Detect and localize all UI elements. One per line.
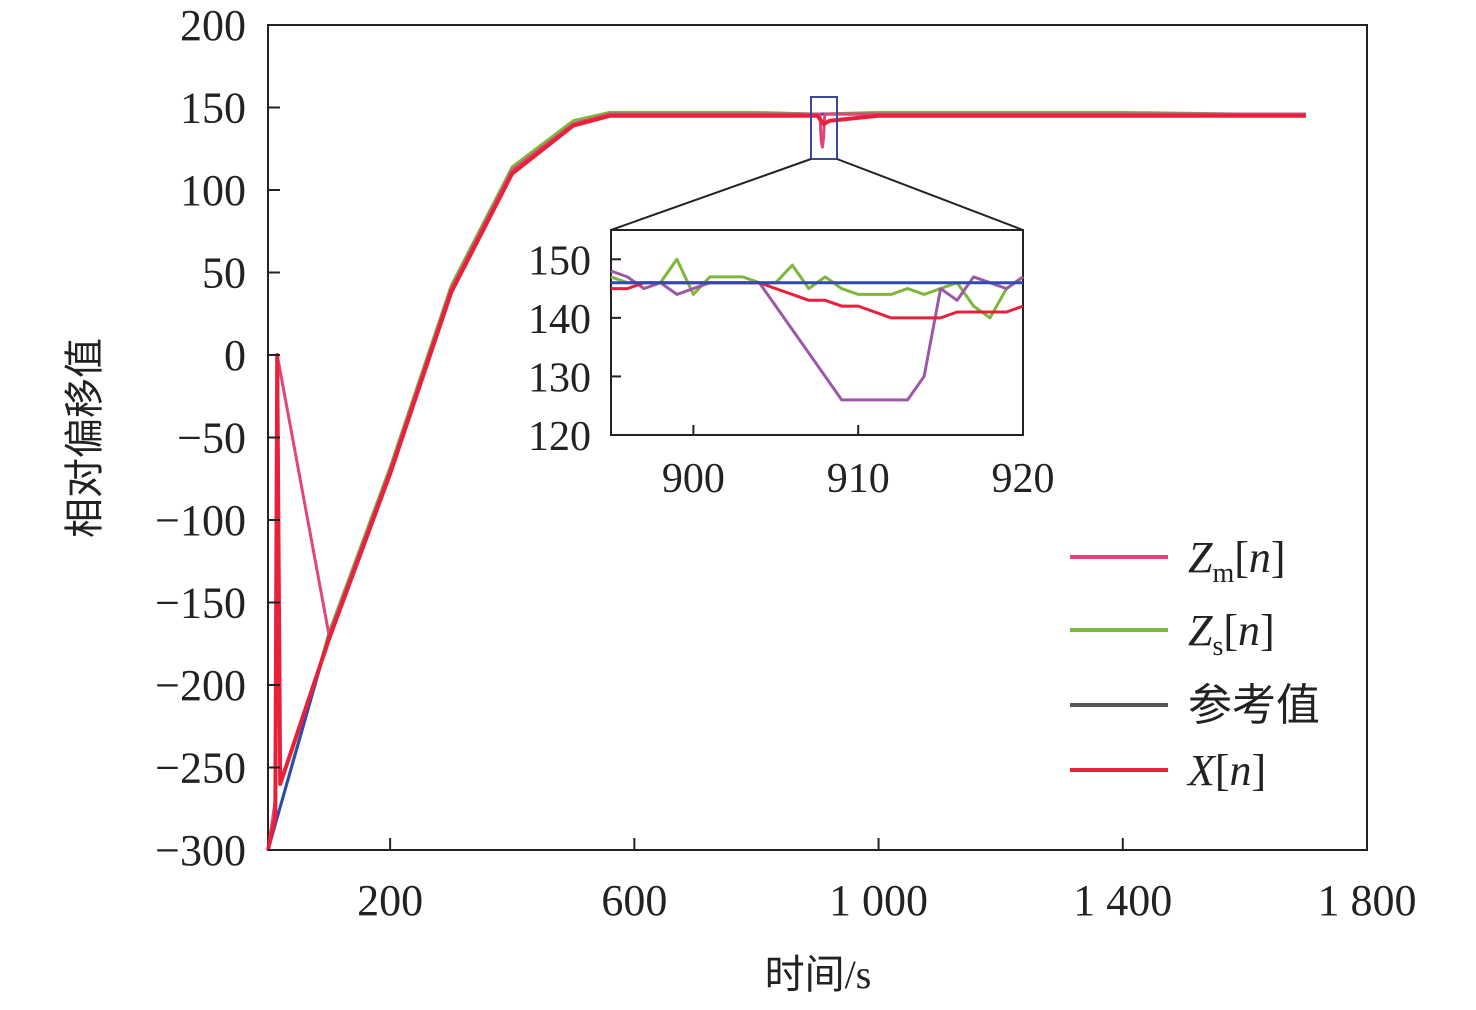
zoom-connector-right <box>836 158 1024 231</box>
zoom-region-box <box>810 96 838 160</box>
legend-label-1: Zs[n] <box>1188 606 1275 662</box>
zoom-connector-left <box>610 158 812 231</box>
y-axis-title: 相对偏移值 <box>62 338 107 538</box>
zoom-guides <box>610 96 1024 231</box>
inset-y-tick-label: 120 <box>528 414 591 460</box>
inset-series-line-0 <box>610 269 1024 402</box>
y-tick-label: −250 <box>155 744 246 793</box>
legend-label-0: Zm[n] <box>1188 533 1286 589</box>
y-tick-label: 50 <box>202 249 246 298</box>
main-series-group <box>266 110 1306 851</box>
inset-plot: 150 140 130 120 900 910 920 <box>528 229 1055 502</box>
x-axis-title: 时间/s <box>765 952 872 997</box>
inset-y-tick-label: 140 <box>528 297 591 343</box>
x-tick-label: 1 400 <box>1073 876 1172 925</box>
y-axis: 200 150 100 50 0 −50 −100 −150 −200 −250 −300 <box>155 1 280 875</box>
legend-label-2: 参考值 <box>1188 681 1320 730</box>
y-tick-label: −100 <box>155 496 246 545</box>
inset-x-tick-label: 910 <box>827 456 890 502</box>
y-tick-label: 200 <box>180 1 246 50</box>
legend-label-3: X[n] <box>1186 746 1266 795</box>
y-tick-label: −200 <box>155 661 246 710</box>
inset-series-group <box>610 257 1024 402</box>
y-tick-label: 150 <box>180 84 246 133</box>
x-tick-label: 1 800 <box>1318 876 1417 925</box>
x-tick-label: 1 000 <box>829 876 928 925</box>
y-tick-label: −50 <box>177 414 246 463</box>
x-axis: 200 600 1 000 1 400 1 800 <box>357 838 1417 925</box>
inset-y-tick-label: 130 <box>528 355 591 401</box>
inset-x-tick-label: 920 <box>992 456 1055 502</box>
y-tick-label: −300 <box>155 826 246 875</box>
x-tick-label: 200 <box>357 876 423 925</box>
legend: Zm[n] Zs[n] 参考值 X[n] <box>1070 533 1320 795</box>
inset-y-axis: 150 140 130 120 <box>528 238 621 460</box>
inset-y-tick-label: 150 <box>528 238 591 284</box>
inset-x-axis: 900 910 920 <box>662 425 1055 502</box>
inset-x-tick-label: 900 <box>662 456 725 502</box>
x-tick-label: 600 <box>601 876 667 925</box>
inset-frame <box>610 229 1024 436</box>
series-line-3 <box>266 113 1306 851</box>
y-tick-label: −150 <box>155 579 246 628</box>
y-tick-label: 100 <box>180 166 246 215</box>
y-tick-label: 0 <box>224 331 246 380</box>
